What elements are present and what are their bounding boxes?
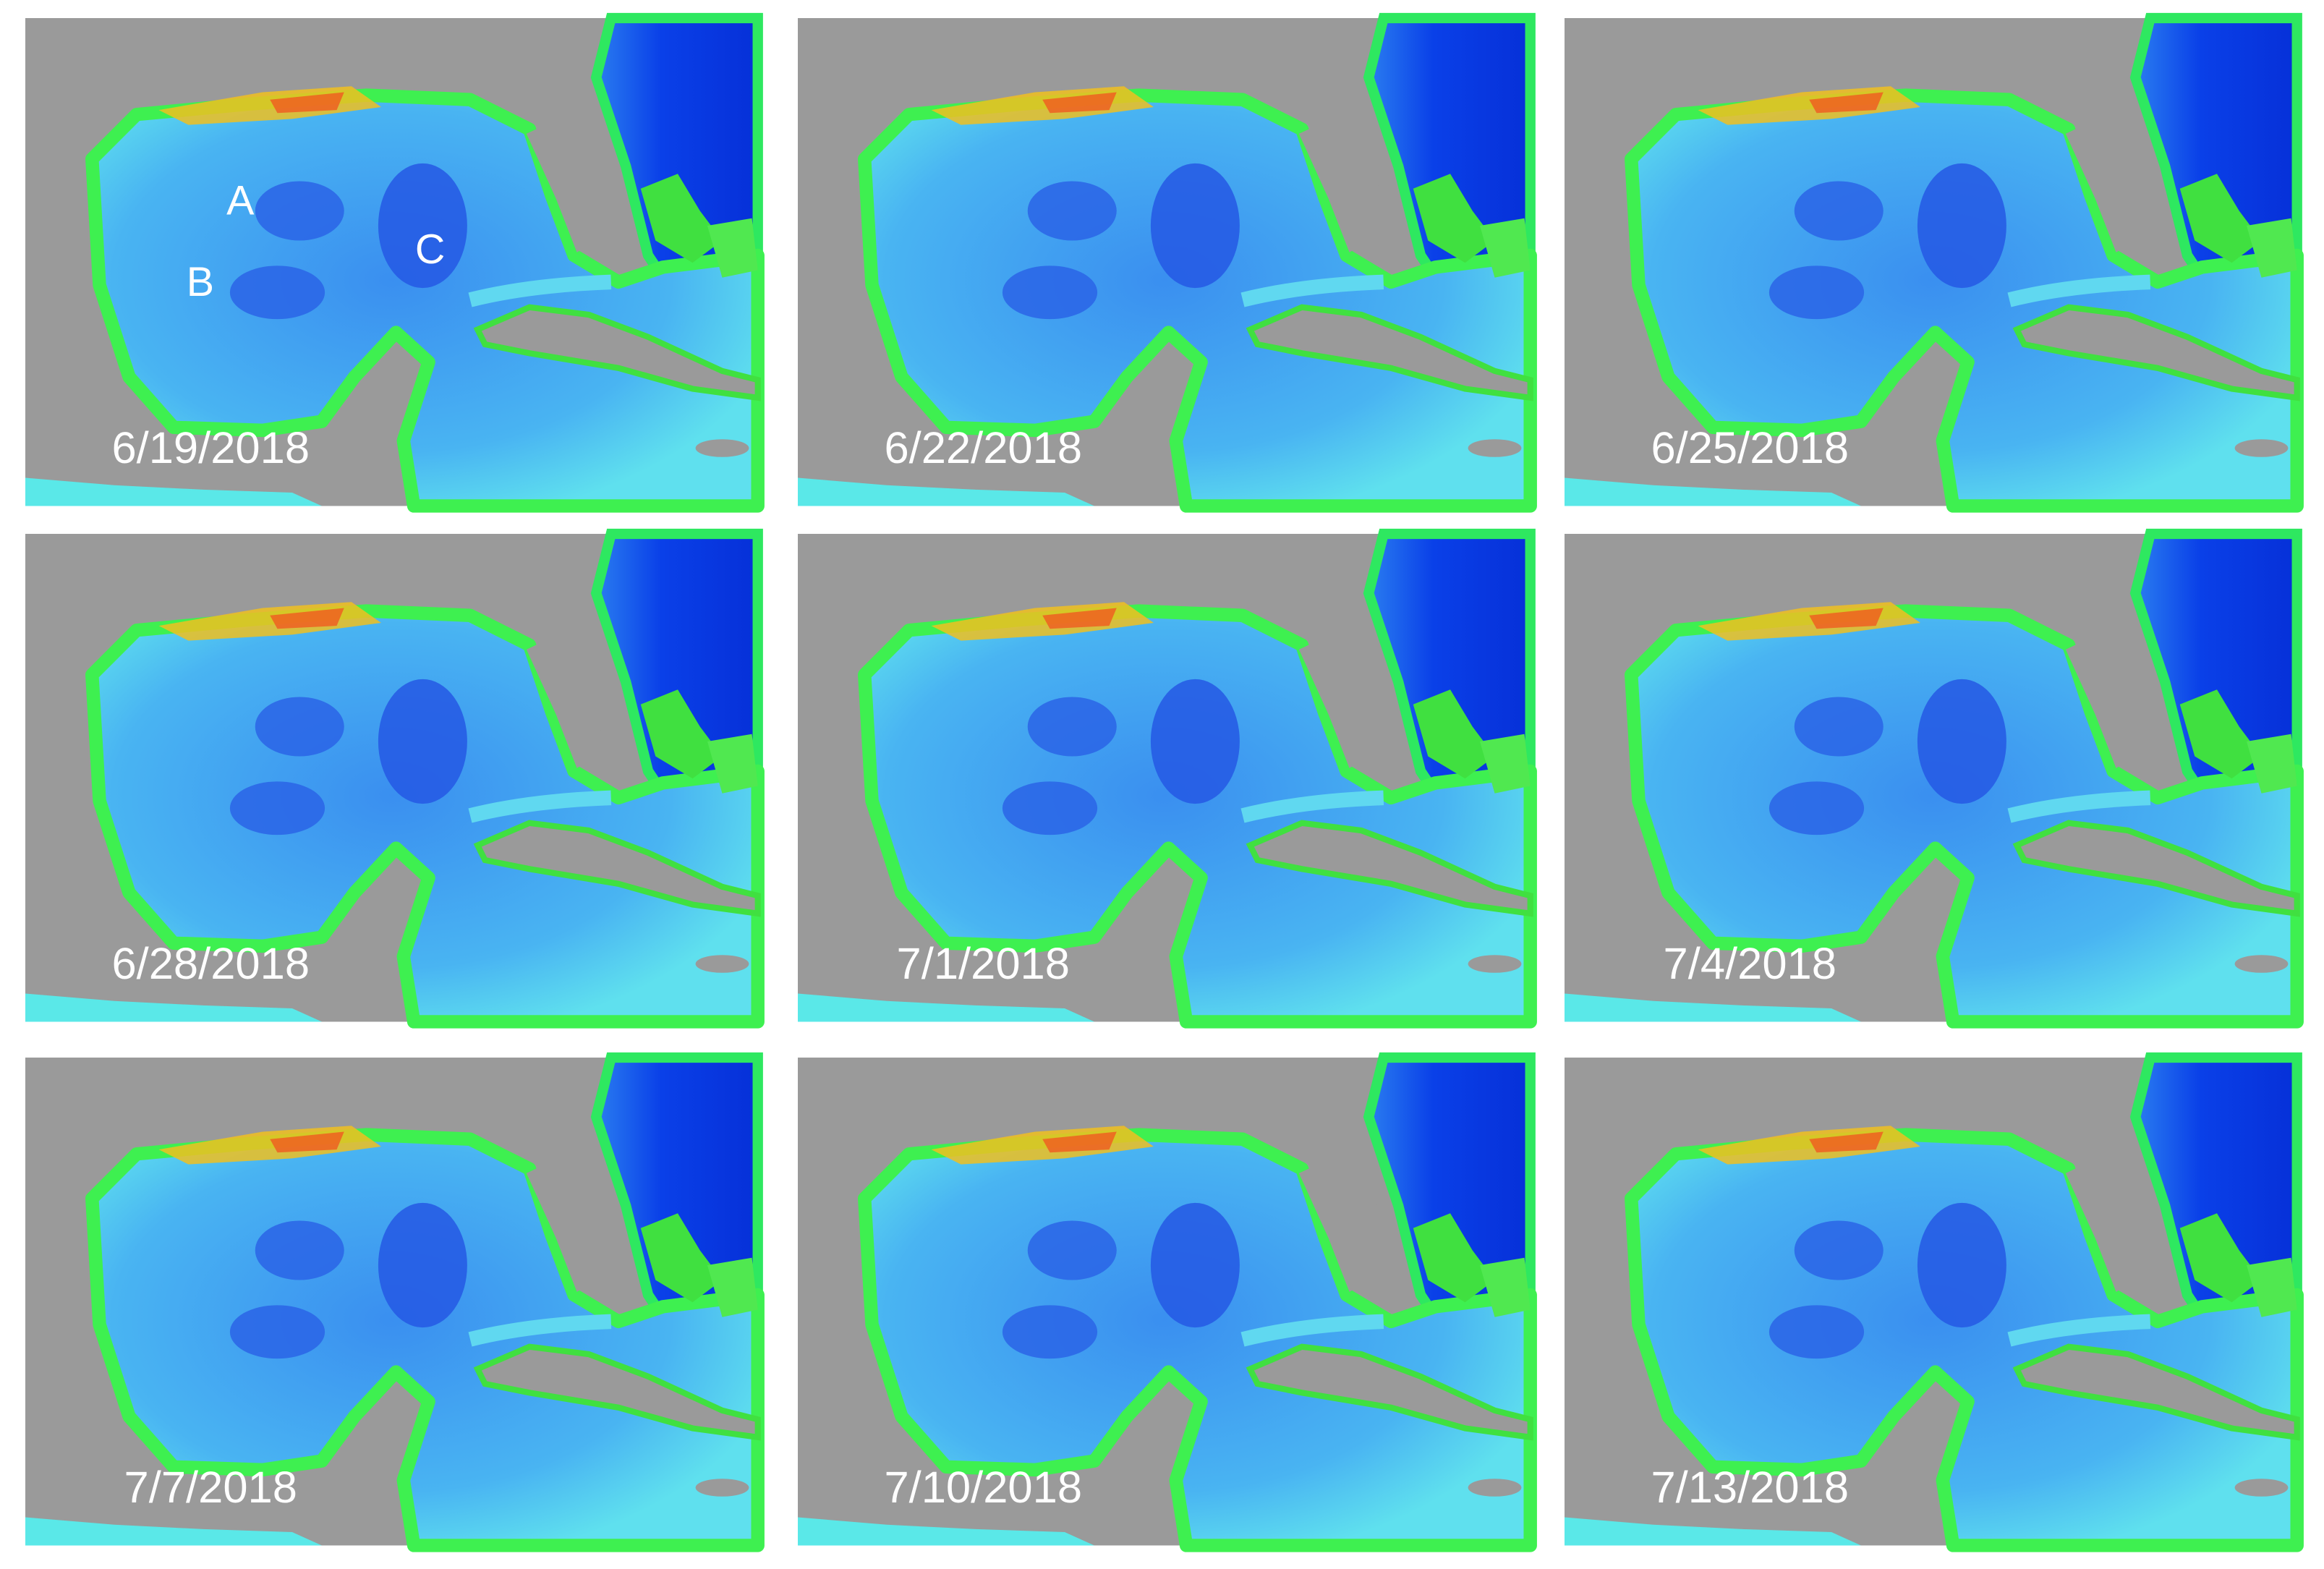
region-label: A (226, 177, 255, 224)
date-label: 7/4/2018 (1664, 939, 1836, 989)
date-label: 6/28/2018 (111, 939, 310, 989)
map-panel: 7/4/2018 (1565, 534, 2297, 1021)
map-panel: 6/19/2018 AB C (25, 18, 758, 506)
region-label: B (187, 259, 214, 305)
map-panel: 7/13/2018 (1565, 1058, 2297, 1545)
map-panel: 7/7/2018 (25, 1058, 758, 1545)
date-label: 6/25/2018 (1651, 423, 1849, 473)
map-panel: 7/1/2018 (798, 534, 1531, 1021)
date-label: 7/13/2018 (1651, 1463, 1849, 1513)
region-label: C (415, 226, 445, 273)
date-label: 7/1/2018 (897, 939, 1070, 989)
date-label: 6/19/2018 (111, 423, 310, 473)
date-label: 6/22/2018 (884, 423, 1082, 473)
map-panel: 6/28/2018 (25, 534, 758, 1021)
date-label: 7/7/2018 (124, 1463, 297, 1513)
date-label: 7/10/2018 (884, 1463, 1082, 1513)
map-panel: 6/22/2018 (798, 18, 1531, 506)
map-panel: 6/25/2018 (1565, 18, 2297, 506)
map-panel: 7/10/2018 (798, 1058, 1531, 1545)
